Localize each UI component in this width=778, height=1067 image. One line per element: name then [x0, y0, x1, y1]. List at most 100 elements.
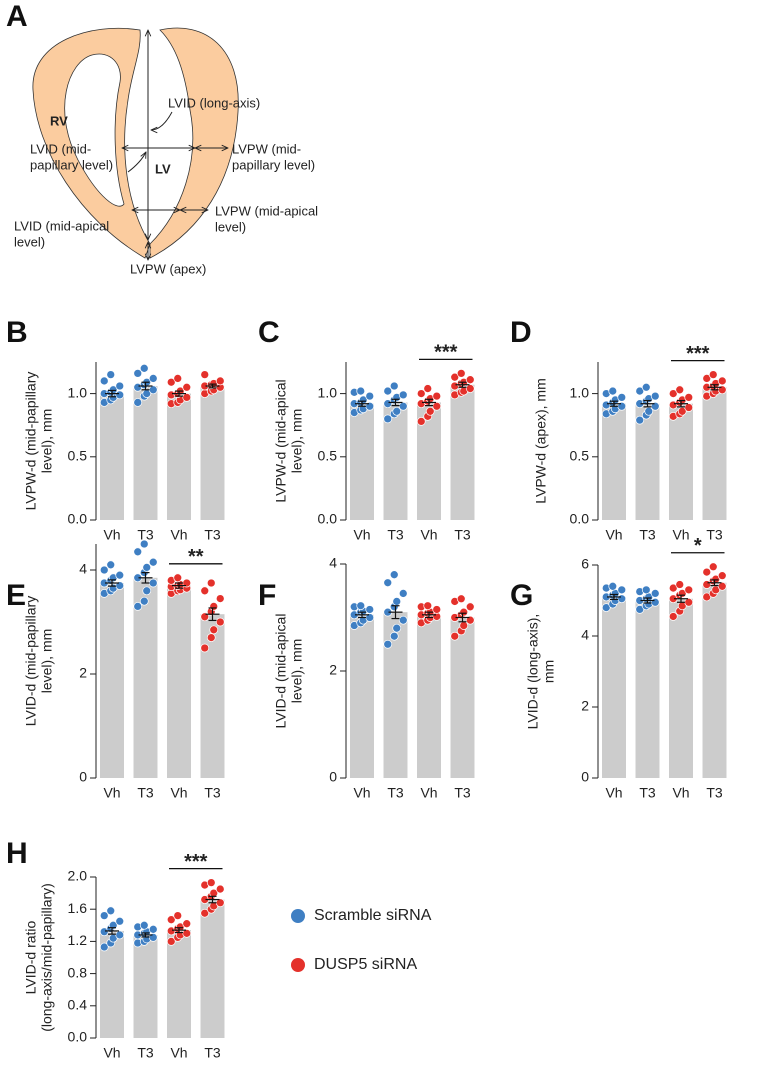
data-point — [650, 589, 660, 598]
bar — [200, 899, 225, 1038]
y-axis-label: LVID-d (mid-papillary — [23, 596, 39, 726]
x-tick-label: T3 — [454, 785, 471, 801]
x-tick-label: T3 — [387, 527, 404, 543]
lv-label: LV — [155, 161, 171, 176]
data-point — [200, 586, 210, 596]
data-point — [389, 381, 399, 391]
legend-label: DUSP5 siRNA — [314, 956, 417, 973]
x-tick-label: Vh — [170, 785, 187, 801]
data-point — [717, 571, 727, 581]
data-point — [166, 937, 176, 946]
data-point — [166, 915, 176, 925]
significance-label: *** — [686, 343, 710, 365]
data-point — [139, 539, 149, 549]
data-point — [398, 401, 408, 411]
data-point — [99, 565, 109, 575]
data-point — [173, 573, 183, 583]
data-point — [416, 417, 426, 426]
x-tick-label: Vh — [353, 785, 370, 801]
x-tick-label: T3 — [454, 527, 471, 543]
chart-panel: H LVID-d ratio (long-axis/mid-papillary) Vh… — [6, 837, 225, 1061]
bar — [133, 934, 158, 1038]
data-point — [635, 415, 645, 425]
data-point — [717, 581, 727, 591]
y-axis-label: level), mm — [289, 639, 305, 704]
data-point — [641, 382, 651, 392]
bar — [669, 403, 693, 520]
panel-letter: D — [510, 316, 532, 349]
data-point — [392, 406, 402, 416]
data-point — [206, 878, 216, 887]
bar — [602, 403, 626, 520]
panel-letter: H — [6, 837, 28, 870]
y-tick-label: 1.6 — [68, 900, 88, 916]
x-tick-label: T3 — [639, 785, 656, 801]
data-point — [702, 567, 712, 577]
data-point — [608, 386, 618, 396]
y-tick-label: 0.5 — [318, 448, 338, 464]
data-point — [133, 369, 143, 378]
data-point — [432, 391, 442, 401]
y-tick-label: 0.8 — [68, 964, 88, 980]
y-axis-label: LVPW-d (apex), mm — [533, 378, 549, 504]
data-point — [200, 643, 210, 653]
chart-panel: B LVPW-d (mid-papillary level), mm Vh T3 Vh T3… — [6, 316, 225, 543]
x-tick-label: Vh — [672, 527, 689, 543]
data-point — [465, 602, 475, 612]
data-point — [641, 585, 651, 595]
y-tick-label: 6 — [581, 556, 589, 572]
data-point — [133, 602, 143, 611]
data-point — [392, 597, 402, 606]
bar — [167, 930, 191, 1038]
bar — [167, 393, 191, 520]
data-point — [389, 631, 399, 641]
significance-label: *** — [434, 342, 458, 364]
x-tick-label: Vh — [103, 785, 120, 801]
diagram-label: LVID (mid-apical — [14, 218, 109, 233]
data-point — [398, 615, 408, 625]
y-axis-label: LVPW-d (mid-apical — [273, 379, 289, 502]
panel-letter: C — [258, 316, 280, 349]
data-point — [139, 920, 149, 930]
x-tick-label: T3 — [204, 1045, 221, 1061]
y-tick-label: 1.0 — [68, 384, 88, 400]
diagram-label: papillary level) — [30, 157, 113, 172]
data-point — [465, 615, 475, 625]
x-tick-label: Vh — [420, 785, 437, 801]
y-axis-label: LVID-d (mid-apical — [273, 614, 289, 729]
y-axis-label: level), mm — [289, 409, 305, 474]
lv-free-wall — [149, 27, 239, 259]
data-point — [99, 376, 109, 386]
data-point — [115, 390, 125, 400]
diagram-label: LVPW (apex) — [130, 261, 206, 276]
data-point — [398, 589, 408, 598]
y-tick-label: 2 — [329, 662, 337, 678]
data-point — [206, 633, 216, 642]
data-point — [392, 623, 402, 633]
x-tick-label: T3 — [706, 785, 723, 801]
rv-label: RV — [50, 113, 68, 128]
data-point — [456, 594, 466, 604]
data-point — [209, 888, 219, 898]
data-point — [459, 621, 469, 630]
x-tick-label: Vh — [103, 1045, 120, 1061]
data-point — [182, 393, 192, 402]
data-point — [106, 560, 116, 570]
data-point — [173, 911, 183, 920]
y-tick-label: 2 — [581, 698, 589, 714]
bar — [350, 614, 374, 778]
x-tick-label: Vh — [170, 527, 187, 543]
x-tick-label: T3 — [137, 527, 154, 543]
bar — [450, 617, 475, 778]
data-point — [139, 596, 149, 606]
chart-panel: D LVPW-d (apex), mm Vh T3 Vh T3 0.0 0.5 1.0 *** — [510, 316, 727, 543]
panel-letter: F — [258, 579, 276, 612]
y-axis-label: LVPW-d (mid-papillary — [23, 372, 39, 511]
y-axis-label: LVID-d ratio — [23, 920, 39, 994]
legend-label: Scramble siRNA — [314, 907, 432, 924]
data-point — [139, 363, 149, 373]
data-point — [115, 381, 125, 391]
data-point — [383, 639, 393, 649]
data-point — [133, 547, 143, 557]
